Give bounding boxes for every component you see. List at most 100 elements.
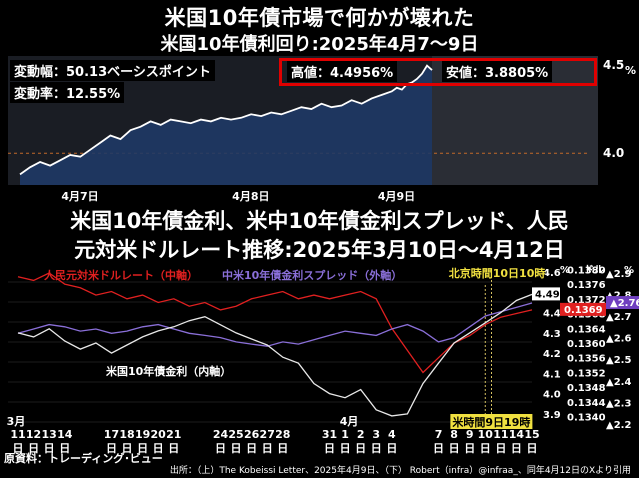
rmb-usd-line [17, 272, 533, 374]
middle-current-value: 0.1369 [564, 305, 603, 316]
bottom-xtick-suffix: 日 [137, 442, 148, 455]
bottom-xtick-suffix: 日 [13, 442, 24, 455]
bottom-xtick-label: 1 [341, 428, 349, 441]
middle-axis-tick: 0.1360 [567, 339, 606, 350]
outer-axis-tick: ▲2.4 [606, 377, 631, 388]
inner-axis-tick: 3.9 [543, 410, 561, 421]
middle-current-badge [560, 302, 606, 316]
bottom-xtick-label: 12 [26, 428, 41, 441]
range-stat: 変動幅：50.13ベーシスポイント [10, 60, 215, 81]
top-unit-label: % [625, 64, 636, 77]
citation: 出所：（上）The Kobeissi Letter、2025年4月9日、（下） … [169, 466, 631, 476]
inner-axis-tick: 4.4 [543, 309, 561, 320]
high-stat: 高値：4.4956% [287, 61, 398, 82]
bottom-xtick-suffix: 日 [28, 442, 39, 455]
outer-axis-unit: % [624, 265, 634, 276]
inner-axis-tick: 4.0 [543, 390, 561, 401]
bottom-xtick-label: 28 [275, 428, 290, 441]
middle-axis-tick: 0.1348 [567, 383, 606, 394]
bottom-xtick-suffix: 日 [246, 442, 257, 455]
inner-axis-tick: 4.6 [543, 268, 561, 279]
bottom-xtick-label: 2 [357, 428, 365, 441]
bottom-xtick-label: 7 [435, 428, 443, 441]
middle-axis-tick: 0.1380 [567, 265, 606, 276]
bottom-xtick-suffix: 日 [215, 442, 226, 455]
bottom-xtick-suffix: 日 [480, 442, 491, 455]
bottom-xtick-label: 31 [322, 428, 337, 441]
bottom-xtick-label: 17 [104, 428, 119, 441]
high-low-box [279, 58, 597, 86]
middle-axis-tick: 0.1364 [567, 324, 606, 335]
bottom-xtick-suffix: 日 [371, 442, 382, 455]
month-label-march: 3月 [7, 415, 26, 428]
bottom-xtick-label: 13 [41, 428, 56, 441]
bottom-xtick-suffix: 日 [449, 442, 460, 455]
bottom-xtick-label: 11 [493, 428, 508, 441]
data-source-label: 原資料：トレーディング･ビュー [4, 452, 163, 465]
bottom-xtick-suffix: 日 [122, 442, 133, 455]
bottom-xtick-label: 3 [372, 428, 380, 441]
middle-axis-tick: 0.1356 [567, 354, 606, 365]
bottom-xtick-label: 10 [478, 428, 494, 441]
bottom-xtick-label: 15 [524, 428, 539, 441]
inner-axis-tick: 4.2 [543, 349, 561, 360]
rate-stat: 変動率：12.55% [10, 82, 125, 103]
middle-axis-tick: 0.1352 [567, 368, 606, 379]
middle-axis-tick: 0.1340 [567, 413, 606, 424]
bottom-xtick-suffix: 日 [277, 442, 288, 455]
top-xtick-label: 4月8日 [232, 190, 269, 203]
annotation-us: 米時間9日19時 [451, 415, 530, 429]
bottom-xtick-suffix: 日 [153, 442, 164, 455]
bottom-xtick-suffix: 日 [262, 442, 273, 455]
legend-rmb: 人民元対米ドルレート（中軸） [44, 269, 198, 282]
bottom-xtick-suffix: 日 [44, 442, 55, 455]
bottom-xtick-label: 21 [166, 428, 181, 441]
bottom-xtick-suffix: 日 [59, 442, 70, 455]
inner-axis-tick: 4.1 [543, 369, 561, 380]
bottom-xtick-suffix: 日 [527, 442, 538, 455]
bottom-xtick-label: 27 [260, 428, 275, 441]
annotation-us-bg [450, 414, 533, 429]
bottom-xtick-label: 11 [10, 428, 25, 441]
middle-axis-tick: 0.1376 [567, 280, 606, 291]
bottom-xtick-suffix: 日 [231, 442, 242, 455]
middle-axis-unit: ドル [584, 264, 604, 276]
inner-current-value: 4.49 [535, 289, 560, 300]
middle-axis-tick: 0.1372 [567, 295, 606, 306]
inner-current-badge [532, 287, 560, 301]
month-label-april: 4月 [340, 415, 359, 428]
bottom-xtick-suffix: 日 [495, 442, 506, 455]
top-xtick-label: 4月7日 [61, 190, 98, 203]
outer-axis-tick: ▲2.8 [606, 290, 631, 301]
outer-axis-tick: ▲2.5 [606, 355, 631, 366]
bottom-xtick-suffix: 日 [386, 442, 397, 455]
bottom-xtick-label: 20 [151, 428, 167, 441]
bottom-xtick-label: 9 [466, 428, 474, 441]
bottom-xtick-label: 14 [509, 428, 525, 441]
outer-axis-tick: ▲2.6 [606, 334, 631, 345]
legend-us10y: 米国10年債金利（内軸） [104, 363, 234, 379]
top-chart-title: 米国10年債利回り:2025年4月7〜9日 [160, 34, 479, 55]
bottom-xtick-suffix: 日 [464, 442, 475, 455]
bottom-xtick-suffix: 日 [106, 442, 117, 455]
top-ytick-label: 4.5 [603, 58, 624, 72]
outer-axis-tick: ▲2.2 [606, 420, 631, 431]
bottom-xtick-suffix: 日 [340, 442, 351, 455]
annotation-beijing-bg [449, 265, 546, 280]
legend-spread: 中米10年債金利スプレッド（外軸） [222, 269, 403, 282]
outer-axis-tick: ▲2.3 [606, 398, 631, 409]
top-xtick-label: 4月9日 [378, 190, 415, 203]
bottom-xtick-label: 18 [119, 428, 134, 441]
bottom-xtick-label: 24 [213, 428, 229, 441]
bottom-xtick-suffix: 日 [511, 442, 522, 455]
top-ytick-label: 4.0 [603, 146, 624, 160]
inner-axis-unit: % [560, 265, 570, 276]
bottom-xtick-suffix: 日 [168, 442, 179, 455]
annotation-beijing: 北京時間10日10時 [449, 266, 546, 280]
spread-line [17, 302, 533, 347]
bottom-chart-title-line2: 元対米ドルレート推移:2025年3月10日〜4月12日 [74, 238, 565, 262]
main-title: 米国10年債市場で何かが壊れた [164, 6, 475, 30]
bottom-xtick-suffix: 日 [324, 442, 335, 455]
